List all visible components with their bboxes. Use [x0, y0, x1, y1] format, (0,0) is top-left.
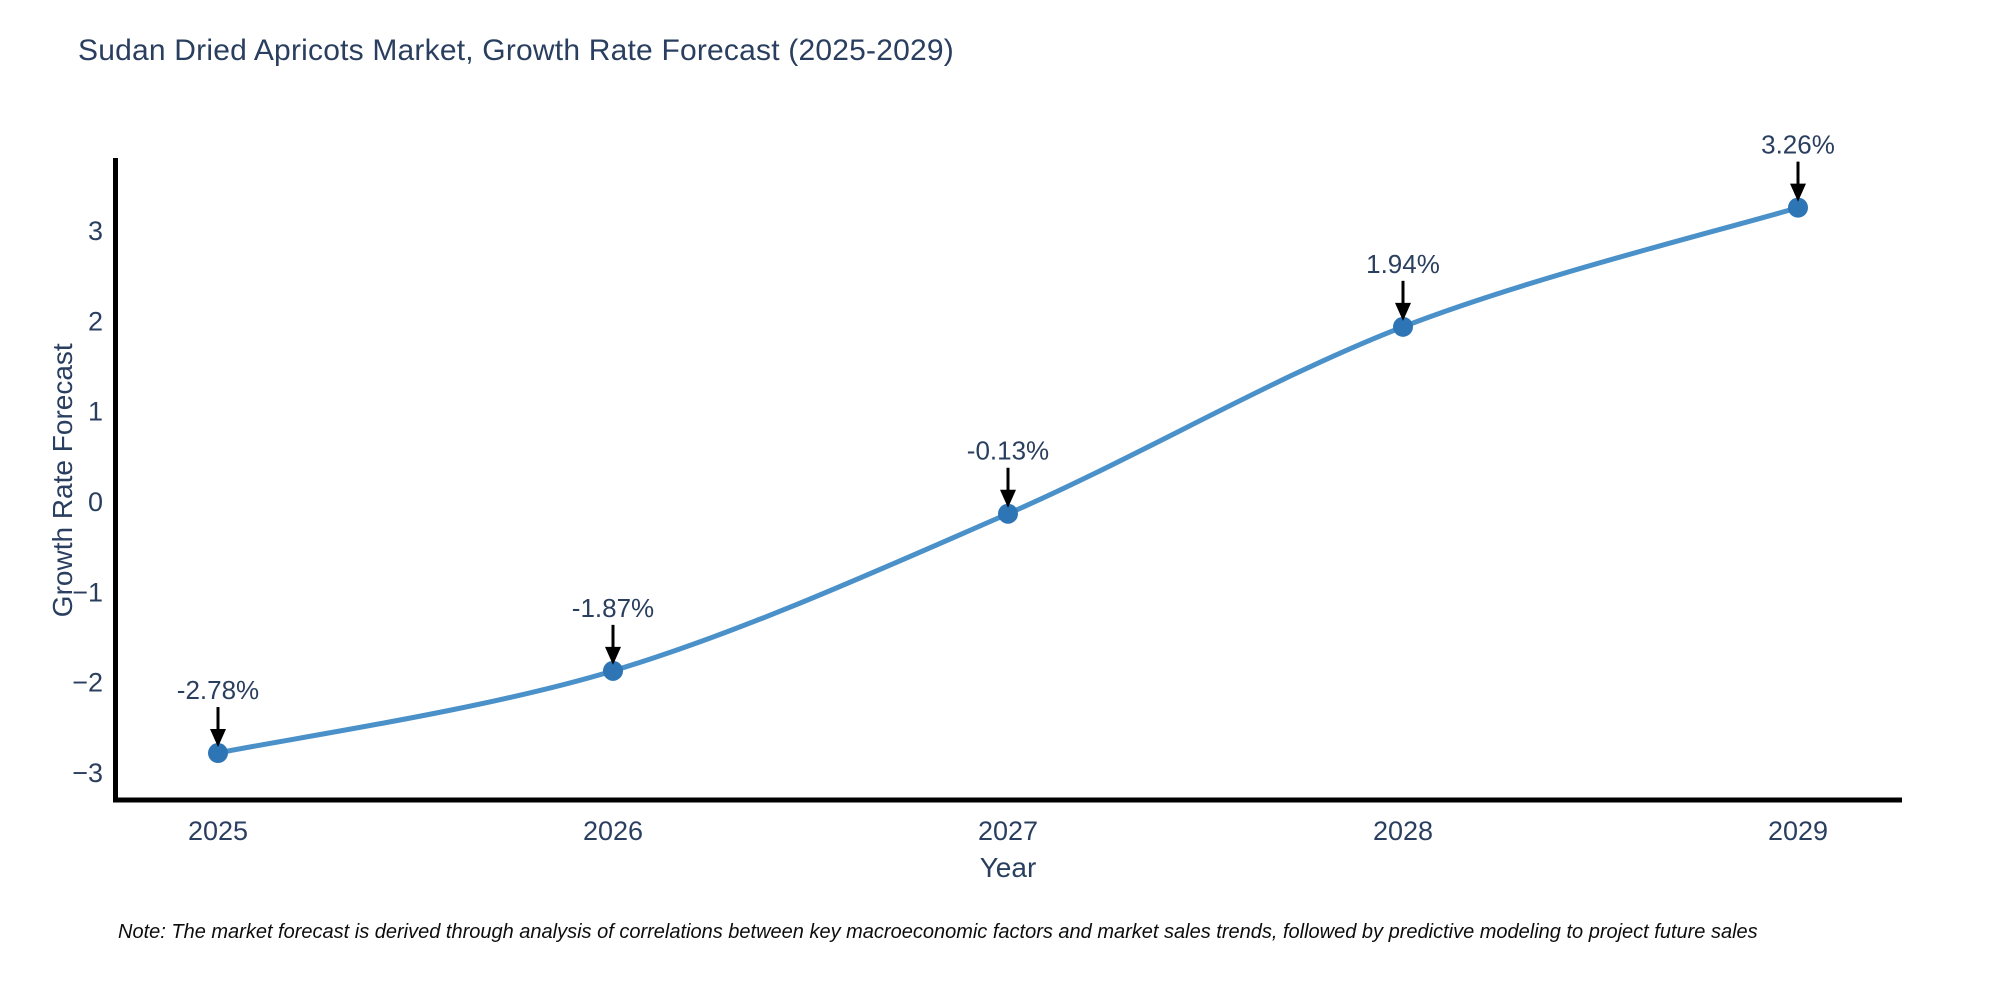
data-point-marker [1393, 316, 1413, 337]
y-tick-label: 0 [88, 487, 103, 517]
y-tick-label: −3 [72, 758, 103, 788]
y-tick-label: −2 [72, 668, 103, 698]
x-tick-label: 2027 [978, 816, 1038, 846]
y-tick-label: 3 [88, 216, 103, 246]
data-point-label: 3.26% [1761, 130, 1835, 160]
x-tick-label: 2029 [1768, 816, 1828, 846]
footnote: Note: The market forecast is derived thr… [118, 921, 1758, 943]
x-tick-label: 2026 [583, 816, 643, 846]
data-point-label: -2.78% [177, 675, 259, 705]
y-tick-label: 2 [88, 306, 103, 336]
data-point-label: -0.13% [967, 436, 1049, 466]
data-point-marker [1788, 197, 1808, 218]
data-point-marker [208, 743, 228, 764]
data-point-label: 1.94% [1366, 249, 1440, 279]
annotation-arrow-head [1790, 183, 1806, 202]
data-point-marker [998, 503, 1018, 524]
y-tick-label: 1 [88, 397, 103, 427]
y-tick-label: −1 [72, 577, 103, 607]
y-axis-title: Growth Rate Forecast [47, 343, 78, 617]
chart-title: Sudan Dried Apricots Market, Growth Rate… [78, 34, 954, 67]
annotation-arrow-head [1000, 489, 1016, 508]
x-tick-label: 2025 [188, 816, 248, 846]
data-point-marker [603, 660, 623, 681]
data-point-label: -1.87% [572, 593, 654, 623]
annotation-arrow-head [605, 646, 621, 665]
annotation-arrow-head [210, 729, 226, 748]
annotation-arrow-head [1395, 302, 1411, 321]
x-tick-label: 2028 [1373, 816, 1433, 846]
x-axis-title: Year [980, 852, 1037, 883]
